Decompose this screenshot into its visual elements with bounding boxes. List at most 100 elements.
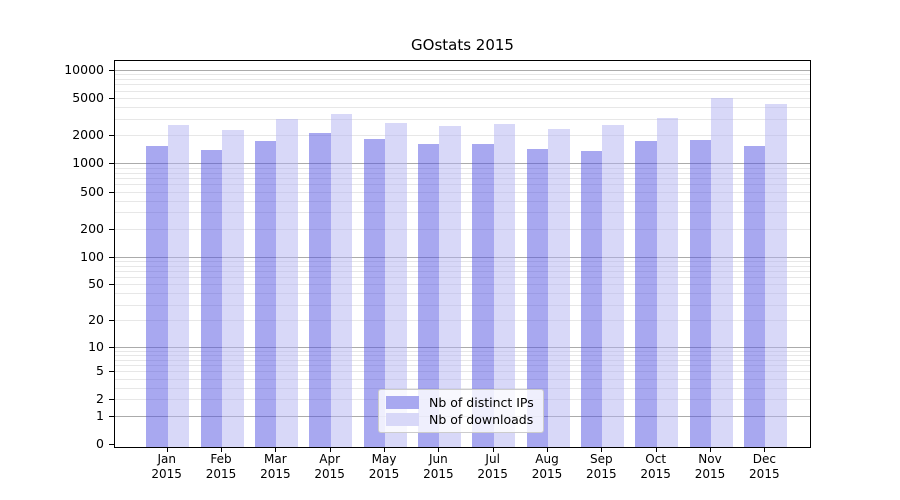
gridline-6000	[115, 90, 810, 92]
legend-swatch-distinct-ips	[386, 395, 419, 409]
bar-sep-downloads	[602, 124, 624, 447]
x-tick-oct	[655, 448, 657, 452]
bar-mar-downloads	[276, 119, 298, 447]
x-tick-label-oct: Oct 2015	[640, 452, 671, 481]
gridline-800	[115, 172, 810, 174]
x-tick-label-mar: Mar 2015	[260, 452, 291, 481]
gridline-90	[115, 260, 810, 262]
y-tick-10000	[109, 69, 114, 71]
bar-aug-downloads	[548, 128, 570, 447]
gridline-7	[115, 359, 810, 361]
x-tick-label-jan: Jan 2015	[151, 452, 182, 481]
chart-title: GOstats 2015	[411, 36, 514, 54]
y-tick-label-200: 200	[80, 220, 104, 236]
y-tick-label-2000: 2000	[72, 127, 104, 143]
y-tick-label-2: 2	[96, 391, 104, 407]
y-tick-10	[109, 346, 114, 348]
gridline-3	[115, 387, 810, 389]
x-tick-sep	[601, 448, 603, 452]
gridline-60	[115, 277, 810, 279]
bar-mar-ips	[254, 140, 277, 447]
gridline-5000	[115, 98, 810, 100]
legend-label-downloads: Nb of downloads	[429, 412, 534, 428]
gridline-5	[115, 371, 810, 373]
y-tick-label-10000: 10000	[64, 61, 104, 77]
y-tick-50	[109, 284, 114, 286]
gridline-100	[115, 256, 810, 258]
x-tick-jul	[492, 448, 494, 452]
gridline-10000	[115, 69, 810, 71]
y-tick-20	[109, 320, 114, 322]
gridline-9	[115, 350, 810, 352]
bar-may-downloads	[385, 122, 407, 447]
y-tick-label-1: 1	[96, 407, 104, 423]
x-tick-label-nov: Nov 2015	[694, 452, 726, 481]
gridline-10	[115, 346, 810, 348]
x-tick-apr	[329, 448, 331, 452]
x-tick-label-aug: Aug 2015	[531, 452, 563, 481]
gridline-200	[115, 228, 810, 230]
y-tick-5	[109, 371, 114, 373]
bar-nov-ips	[689, 139, 711, 447]
y-tick-1	[109, 415, 114, 417]
gridline-20	[115, 320, 810, 322]
x-tick-aug	[547, 448, 548, 452]
gridline-400	[115, 200, 810, 202]
x-tick-may	[384, 448, 386, 452]
gridline-500	[115, 191, 810, 193]
x-tick-nov	[710, 448, 711, 452]
x-tick-label-sep: Sep 2015	[586, 452, 617, 481]
legend-swatch-downloads	[386, 413, 419, 427]
x-tick-label-may: May 2015	[368, 452, 400, 481]
y-tick-200	[109, 228, 114, 230]
x-tick-dec	[764, 448, 766, 452]
plot-area	[114, 60, 811, 448]
gridline-4	[115, 378, 810, 380]
y-tick-2000	[109, 135, 114, 137]
bar-apr-downloads	[330, 114, 353, 447]
gridline-4000	[115, 107, 810, 109]
bar-apr-ips	[309, 132, 331, 447]
y-tick-2	[109, 399, 114, 401]
x-tick-feb	[221, 448, 223, 452]
legend-item-distinct-ips: Nb of distinct IPs	[386, 395, 536, 410]
y-tick-label-20: 20	[88, 312, 104, 328]
y-tick-1000	[109, 163, 114, 165]
gridline-3000	[115, 118, 810, 120]
y-tick-label-10: 10	[88, 338, 104, 354]
bar-jun-ips	[417, 144, 440, 447]
bar-oct-downloads	[656, 118, 679, 447]
bar-feb-ips	[200, 149, 223, 447]
x-tick-label-jul: Jul 2015	[477, 452, 508, 481]
bar-jan-ips	[146, 145, 168, 447]
gridline-600	[115, 184, 810, 186]
y-tick-100	[109, 256, 114, 258]
bar-jun-downloads	[439, 125, 461, 447]
gridline-300	[115, 212, 810, 214]
gridline-700	[115, 177, 810, 179]
y-tick-label-100: 100	[80, 248, 104, 264]
bar-feb-downloads	[222, 130, 244, 447]
y-tick-label-500: 500	[80, 183, 104, 199]
bar-aug-ips	[526, 149, 548, 447]
gridline-900	[115, 167, 810, 169]
gridline-8	[115, 354, 810, 356]
y-tick-label-5: 5	[96, 363, 104, 379]
bar-jul-ips	[472, 144, 494, 447]
x-tick-mar	[275, 448, 277, 452]
y-tick-0	[109, 444, 114, 445]
y-tick-5000	[109, 98, 114, 100]
gridline-40	[115, 293, 810, 295]
gridline-80	[115, 265, 810, 267]
y-tick-label-5000: 5000	[72, 90, 104, 106]
y-tick-label-1000: 1000	[72, 155, 104, 171]
gridline-8000	[115, 79, 810, 81]
bar-dec-ips	[743, 146, 766, 447]
x-tick-label-feb: Feb 2015	[205, 452, 237, 481]
x-tick-label-jun: Jun 2015	[423, 452, 454, 481]
x-tick-jan	[166, 448, 168, 452]
gridline-50	[115, 284, 810, 286]
bar-sep-ips	[580, 150, 603, 447]
y-tick-500	[109, 191, 114, 193]
bar-may-ips	[363, 138, 386, 447]
